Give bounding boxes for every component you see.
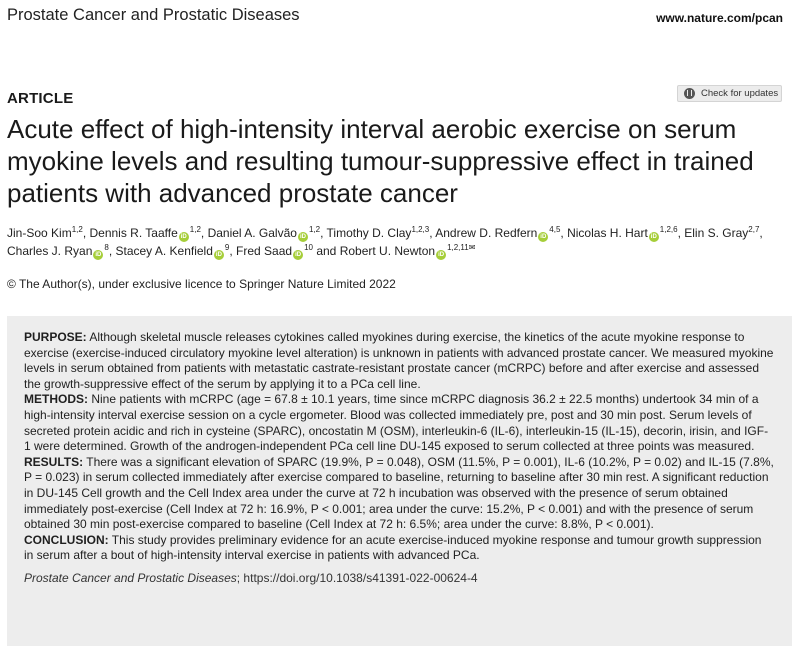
orcid-icon[interactable]: iD <box>648 232 659 242</box>
author-affiliation[interactable]: 1,2,11 <box>447 243 469 252</box>
author-affiliation[interactable]: 1,2 <box>71 225 83 234</box>
copyright-notice: © The Author(s), under exclusive licence… <box>7 277 396 291</box>
journal-name: Prostate Cancer and Prostatic Diseases <box>7 6 300 24</box>
check-for-updates-label: Check for updates <box>701 88 779 99</box>
article-title: Acute effect of high-intensity interval … <box>7 114 754 208</box>
journal-url-link[interactable]: www.nature.com/pcan <box>656 11 783 25</box>
author-name[interactable]: Timothy D. Clay <box>326 226 412 240</box>
author-name[interactable]: Daniel A. Galvão <box>207 226 297 240</box>
methods-text: Nine patients with mCRPC (age = 67.8 ± 1… <box>24 392 769 454</box>
orcid-icon[interactable]: iD <box>93 250 104 260</box>
check-for-updates-button[interactable]: Check for updates <box>677 85 782 102</box>
results-label: RESULTS: <box>24 454 84 469</box>
author-affiliation[interactable]: 9 <box>224 243 230 252</box>
author-name[interactable]: Stacey A. Kenfield <box>115 244 213 258</box>
orcid-icon[interactable]: iD <box>538 232 549 242</box>
bookmark-check-icon <box>684 88 695 99</box>
results-text: There was a significant elevation of SPA… <box>24 454 774 532</box>
abstract-methods: METHODS: Nine patients with mCRPC (age =… <box>24 392 774 454</box>
conclusion-label: CONCLUSION: <box>24 532 109 547</box>
orcid-icon[interactable]: iD <box>178 232 189 242</box>
abstract-results: RESULTS: There was a significant elevati… <box>24 455 774 533</box>
author-affiliation[interactable]: 4,5 <box>549 225 561 234</box>
author-affiliation[interactable]: 10 <box>304 243 313 252</box>
author-list: Jin-Soo Kim1,2, Dennis R. Taaffe iD1,2, D… <box>7 225 763 260</box>
author-affiliation[interactable]: 8 <box>104 243 109 252</box>
abstract-box: PURPOSE: Although skeletal muscle releas… <box>7 316 792 646</box>
author-name[interactable]: Charles J. Ryan <box>7 244 93 258</box>
orcid-icon[interactable]: iD <box>436 250 447 260</box>
purpose-label: PURPOSE: <box>24 330 87 344</box>
purpose-text: Although skeletal muscle releases cytoki… <box>24 330 774 391</box>
author-affiliation[interactable]: 1,2 <box>189 225 201 234</box>
envelope-icon[interactable]: ✉ <box>468 243 476 252</box>
author-name[interactable]: Elin S. Gray <box>684 226 749 240</box>
abstract-purpose: PURPOSE: Although skeletal muscle releas… <box>24 330 774 392</box>
abstract-conclusion: CONCLUSION: This study provides prelimin… <box>24 533 774 564</box>
orcid-icon[interactable]: iD <box>293 250 304 260</box>
author-name[interactable]: Robert U. Newton <box>339 244 436 258</box>
orcid-icon[interactable]: iD <box>213 250 224 260</box>
article-type-label: ARTICLE <box>7 90 74 107</box>
citation: Prostate Cancer and Prostatic Diseases; … <box>24 571 774 587</box>
author-affiliation[interactable]: 1,2 <box>308 225 321 234</box>
author-name[interactable]: Nicolas H. Hart <box>567 226 648 240</box>
author-affiliation[interactable]: 2,7 <box>748 225 760 234</box>
author-name[interactable]: Andrew D. Redfern <box>435 226 538 240</box>
citation-doi-link[interactable]: ; https://doi.org/10.1038/s41391-022-006… <box>236 570 478 585</box>
citation-journal: Prostate Cancer and Prostatic Diseases <box>24 570 237 585</box>
author-affiliation[interactable]: 1,2,6 <box>659 225 678 234</box>
author-name[interactable]: Dennis R. Taaffe <box>89 226 178 240</box>
author-name[interactable]: Jin-Soo Kim <box>7 226 72 240</box>
orcid-icon[interactable]: iD <box>297 232 308 242</box>
author-affiliation[interactable]: 1,2,3 <box>411 225 430 234</box>
conclusion-text: This study provides preliminary evidence… <box>24 532 762 563</box>
author-name[interactable]: Fred Saad <box>236 244 293 258</box>
methods-label: METHODS: <box>24 392 88 407</box>
